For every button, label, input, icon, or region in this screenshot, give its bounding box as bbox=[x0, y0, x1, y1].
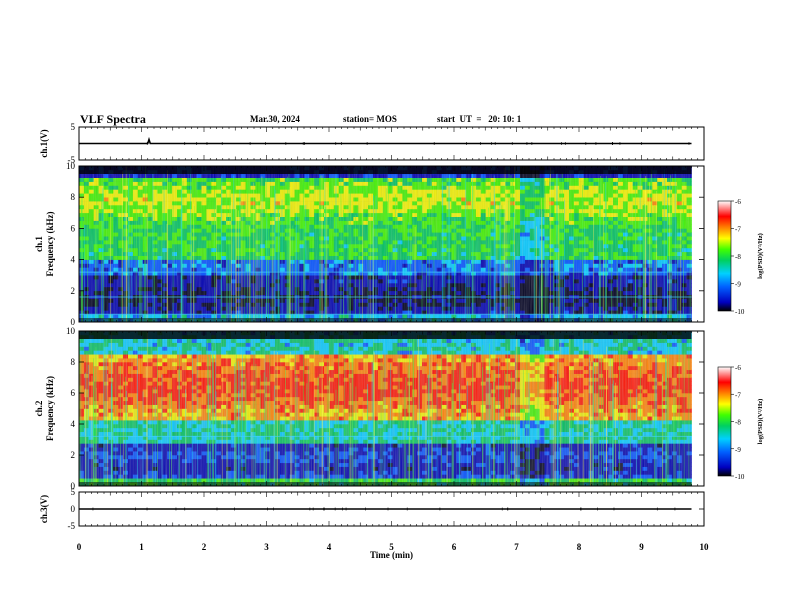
xtick-9: 9 bbox=[639, 542, 644, 552]
date-label: Mar.30, 2024 bbox=[250, 114, 300, 124]
time-axis: 0 1 2 3 4 5 6 7 8 9 10 Time (min) bbox=[77, 542, 709, 560]
ch2_spectrogram-ytick-2: 4 bbox=[71, 419, 76, 429]
ch2_spectrogram-colorbar-tick-0: -6 bbox=[735, 364, 741, 372]
ch1_spectrogram-ytick-5: 10 bbox=[66, 161, 76, 171]
ch2_spectrogram-colorbar-label: log(PSD)(V²/Hz) bbox=[757, 399, 764, 445]
station-label: station= MOS bbox=[343, 114, 397, 124]
start-time-label: start UT = 20: 10: 1 bbox=[437, 114, 522, 124]
xtick-0: 0 bbox=[77, 542, 82, 552]
xtick-6: 6 bbox=[452, 542, 457, 552]
ch2_spectrogram-ylabel-1: Frequency (kHz) bbox=[45, 376, 55, 441]
ch1-spectrogram-panel: 0 2 4 6 8 10 ch.1 Frequency (kHz) bbox=[34, 161, 705, 327]
ch2_spectrogram-colorbar-gradient bbox=[717, 366, 732, 477]
ch1_spectrogram-ytick-1: 2 bbox=[71, 286, 76, 296]
ch2_spectrogram-ytick-4: 8 bbox=[71, 357, 76, 367]
ch1-colorbar: -6 -7 -8 -9 -10 log(PSD)(V²/Hz) bbox=[717, 198, 764, 316]
ch3_voltage-ylabel-0: ch.3(V) bbox=[39, 495, 49, 523]
ch3_voltage-ytick-2: -5 bbox=[68, 521, 76, 531]
ch2_spectrogram-ylabel-0: ch.2 bbox=[34, 400, 44, 416]
ch3_voltage-ytick-0: 5 bbox=[71, 487, 76, 497]
ch2-colorbar: -6 -7 -8 -9 -10 log(PSD)(V²/Hz) bbox=[717, 364, 764, 481]
ch2_spectrogram-ytick-5: 10 bbox=[66, 326, 76, 336]
ch1_spectrogram-colorbar-tick-3: -9 bbox=[735, 281, 741, 289]
ch1_spectrogram-colorbar-tick-0: -6 bbox=[735, 198, 741, 206]
ch2_spectrogram-colorbar-tick-1: -7 bbox=[735, 391, 741, 399]
ch1_voltage-ylabel-0: ch.1(V) bbox=[39, 129, 49, 157]
xtick-7: 7 bbox=[514, 542, 519, 552]
ch2_spectrogram-colorbar-tick-3: -9 bbox=[735, 446, 741, 454]
xtick-2: 2 bbox=[202, 542, 207, 552]
xtick-3: 3 bbox=[264, 542, 269, 552]
ch2-spectrogram-panel: 0 2 4 6 8 10 ch.2 Frequency (kHz) bbox=[34, 326, 705, 491]
ch1_voltage-trace bbox=[79, 136, 692, 145]
ch2_spectrogram-ytick-1: 2 bbox=[71, 450, 76, 460]
ch1_spectrogram-colorbar-label: log(PSD)(V²/Hz) bbox=[757, 233, 764, 279]
ch1_spectrogram-colorbar-tick-1: -7 bbox=[735, 226, 741, 234]
ch2_spectrogram-colorbar-tick-2: -8 bbox=[735, 419, 741, 427]
ch1_voltage-ytick-1: -5 bbox=[68, 155, 76, 165]
xtick-4: 4 bbox=[327, 542, 332, 552]
xtick-8: 8 bbox=[577, 542, 582, 552]
xaxis-label: Time (min) bbox=[370, 550, 413, 560]
ch1_spectrogram-ytick-4: 8 bbox=[71, 192, 76, 202]
ch1_spectrogram-ytick-3: 6 bbox=[71, 223, 76, 233]
ch1_voltage-ytick-0: 5 bbox=[71, 122, 76, 132]
ch3_voltage-ytick-1: 0 bbox=[71, 504, 76, 514]
ch1_spectrogram-colorbar-tick-4: -10 bbox=[735, 308, 745, 316]
ch1_spectrogram-ylabel-1: Frequency (kHz) bbox=[45, 211, 55, 276]
ch1-voltage-panel: 5 -5 ch.1(V) bbox=[39, 122, 705, 165]
figure-header: VLF Spectra Mar.30, 2024 station= MOS st… bbox=[0, 112, 792, 126]
ch2_spectrogram-colorbar-tick-4: -10 bbox=[735, 473, 745, 481]
ch1_spectrogram-ytick-2: 4 bbox=[71, 255, 76, 265]
ch2_spectrogram-ytick-0: 0 bbox=[71, 481, 76, 491]
ch1_spectrogram-ylabel-0: ch.1 bbox=[34, 236, 44, 252]
xtick-10: 10 bbox=[700, 542, 710, 552]
ch3-voltage-panel: 5 0 -5 ch.3(V) bbox=[39, 487, 705, 531]
ch1_spectrogram-colorbar-gradient bbox=[717, 200, 732, 312]
xtick-5: 5 bbox=[389, 542, 394, 552]
ch2_spectrogram-ytick-3: 6 bbox=[71, 388, 76, 398]
xtick-1: 1 bbox=[139, 542, 144, 552]
ch1_spectrogram-colorbar-tick-2: -8 bbox=[735, 253, 741, 261]
ch1_spectrogram-ytick-0: 0 bbox=[71, 317, 76, 327]
figure-title: VLF Spectra bbox=[80, 112, 146, 126]
